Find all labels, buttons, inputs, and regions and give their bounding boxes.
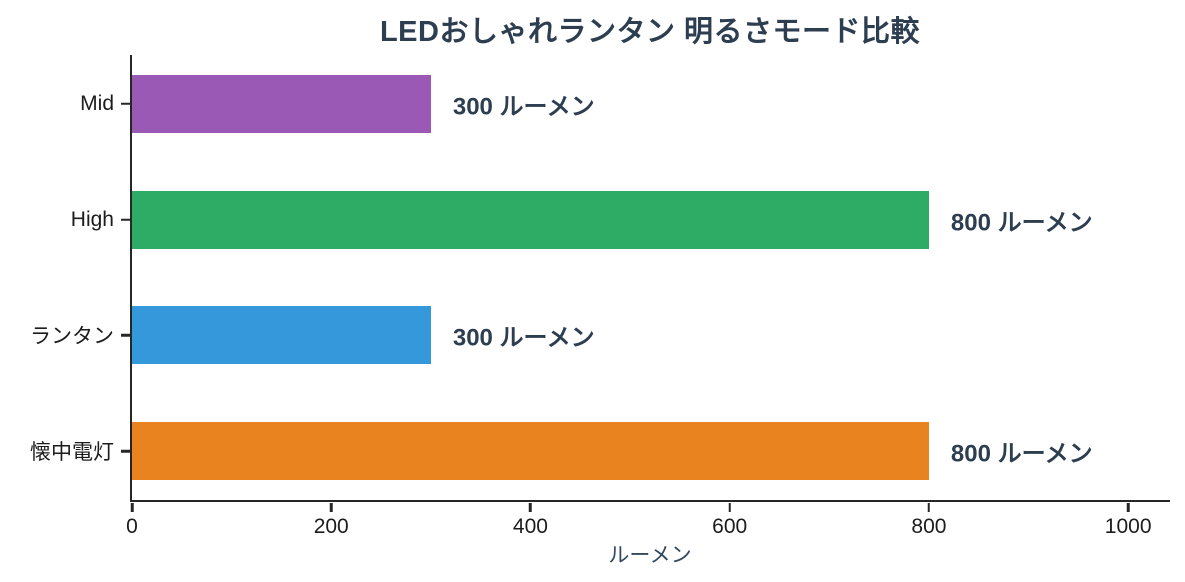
bar-2: [132, 190, 929, 249]
x-tick-label-1: 0: [126, 515, 138, 538]
y-tick-2: [120, 218, 130, 221]
bar-value-label-2: 800 ルーメン: [950, 209, 1093, 237]
bar-value-label-4: 800 ルーメン: [950, 440, 1093, 468]
bar-value-label-3: 300 ルーメン: [452, 324, 595, 352]
x-tick-label-3: 400: [512, 515, 548, 538]
y-axis-label-2: High: [70, 207, 114, 231]
x-tick-label-4: 600: [712, 515, 748, 538]
x-axis-title: ルーメン: [608, 544, 692, 567]
y-axis-label-3: ランタン: [30, 325, 114, 349]
x-tick-1: [130, 502, 134, 512]
x-tick-3: [529, 502, 532, 512]
y-tick-3: [120, 334, 130, 337]
y-tick-4: [120, 449, 130, 453]
x-tick-label-5: 800: [911, 515, 947, 538]
bar-1: [132, 74, 431, 133]
chart-title: LEDおしゃれランタン 明るさモード比較: [379, 16, 921, 48]
y-axis-label-4: 懐中電灯: [30, 441, 114, 465]
bar-3: [132, 306, 431, 365]
y-tick-1: [120, 102, 130, 106]
x-tick-4: [728, 502, 731, 512]
x-tick-5: [927, 502, 931, 512]
x-tick-6: [1126, 502, 1130, 512]
bar-4: [132, 422, 929, 481]
x-tick-label-6: 1000: [1104, 515, 1152, 538]
y-axis-label-1: Mid: [80, 91, 114, 115]
plot-area: 300 ルーメン Mid 800 ルーメン High 300 ルーメン ランタン 800 ル…: [30, 55, 1170, 538]
x-tick-2: [329, 502, 333, 512]
x-tick-label-2: 200: [313, 515, 349, 538]
bar-value-label-1: 300 ルーメン: [452, 93, 595, 121]
